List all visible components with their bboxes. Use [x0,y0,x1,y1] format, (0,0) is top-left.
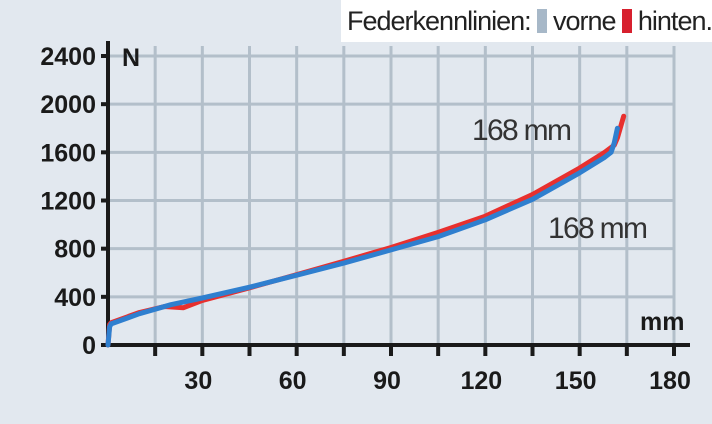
legend-swatch-vorne [536,9,547,33]
y-tick-label: 2000 [40,91,96,119]
y-tick-label: 800 [54,236,96,264]
annotation-vorne: 168 mm [548,212,648,245]
legend-title: Federkennlinien: [347,5,532,36]
x-tick-label: 180 [649,367,691,395]
y-tick-label: 0 [82,332,96,360]
x-tick-label: 120 [460,367,502,395]
x-tick-label: 60 [279,367,307,395]
x-axis-label: mm [640,308,684,336]
y-tick-label: 400 [54,284,96,312]
legend-label-hinten: hinten. [637,5,712,36]
y-tick-label: 1200 [40,188,96,216]
series-line-hinten [105,113,627,348]
annotation-hinten: 168 mm [472,114,572,147]
y-axis-label: N [122,44,140,72]
legend: Federkennlinien: vorne hinten. [341,0,712,42]
x-tick-label: 150 [555,367,597,395]
legend-swatch-hinten [621,9,632,33]
legend-label-vorne: vorne [553,5,617,36]
x-tick-label: 90 [373,367,401,395]
series-line-vorne [105,125,620,348]
y-tick-label: 2400 [40,43,96,71]
x-tick-label: 30 [184,367,212,395]
y-tick-label: 1600 [40,139,96,167]
